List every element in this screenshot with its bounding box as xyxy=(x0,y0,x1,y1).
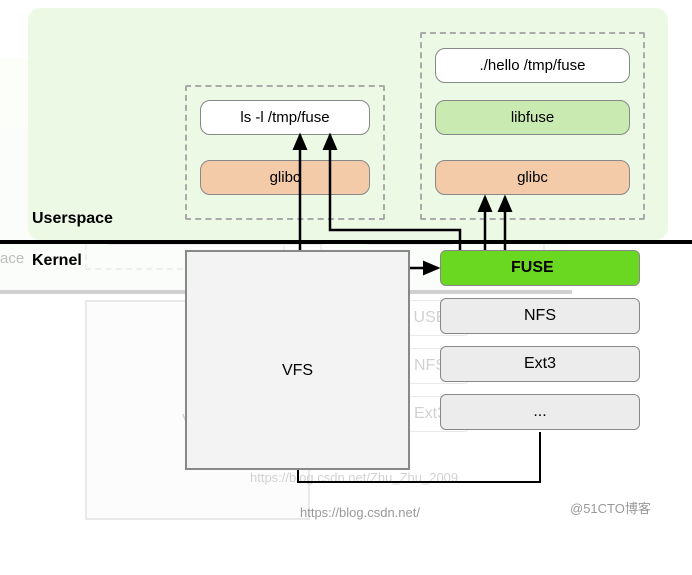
ghost-url: https://blog.csdn.net/Zhu_Zhu_2009 xyxy=(250,470,458,485)
kernel-label: Kernel xyxy=(32,252,82,270)
libfuse-box: libfuse xyxy=(435,100,630,135)
fuse-box: FUSE xyxy=(440,250,640,286)
right-cmd-box: ./hello /tmp/fuse xyxy=(435,48,630,83)
watermark-brand: @51CTO博客 xyxy=(570,498,651,517)
left-glibc-box: glibc xyxy=(200,160,370,195)
watermark-url: https://blog.csdn.net/ xyxy=(300,505,420,520)
truncated-ace: ace xyxy=(0,250,24,267)
vfs-box: VFS xyxy=(185,250,410,470)
left-cmd-box: ls -l /tmp/fuse xyxy=(200,100,370,135)
nfs-box: NFS xyxy=(440,298,640,334)
right-glibc-box: glibc xyxy=(435,160,630,195)
dots-box: ... xyxy=(440,394,640,430)
userspace-label: Userspace xyxy=(32,210,113,228)
ext3-box: Ext3 xyxy=(440,346,640,382)
divider-line xyxy=(0,240,692,244)
